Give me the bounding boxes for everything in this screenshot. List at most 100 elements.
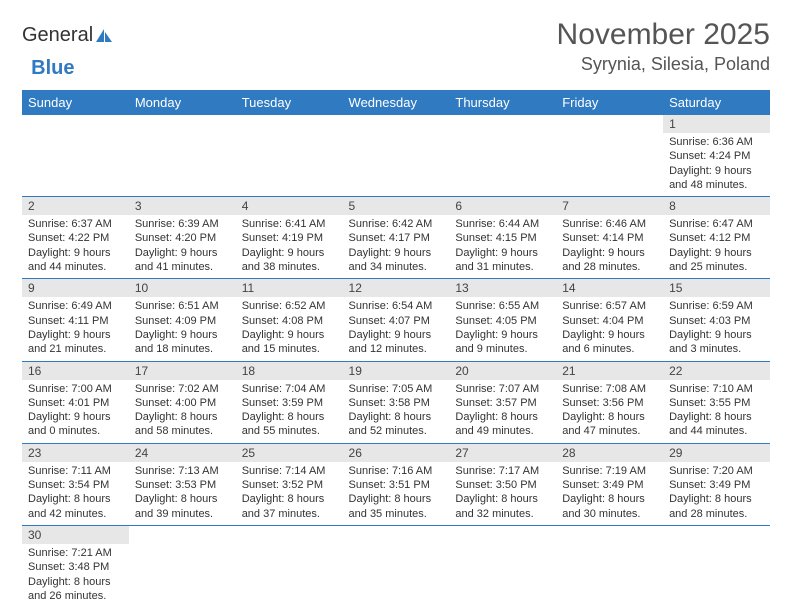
- day-cell: 7Sunrise: 6:46 AMSunset: 4:14 PMDaylight…: [556, 197, 663, 279]
- day-number: 17: [129, 362, 236, 380]
- day-body: Sunrise: 7:10 AMSunset: 3:55 PMDaylight:…: [663, 380, 770, 443]
- day-number: 21: [556, 362, 663, 380]
- day-cell: 4Sunrise: 6:41 AMSunset: 4:19 PMDaylight…: [236, 197, 343, 279]
- col-thu: Thursday: [449, 90, 556, 115]
- day-cell: 9Sunrise: 6:49 AMSunset: 4:11 PMDaylight…: [22, 279, 129, 361]
- day-body: Sunrise: 6:36 AMSunset: 4:24 PMDaylight:…: [663, 133, 770, 196]
- day-cell: 5Sunrise: 6:42 AMSunset: 4:17 PMDaylight…: [343, 197, 450, 279]
- table-row: 9Sunrise: 6:49 AMSunset: 4:11 PMDaylight…: [22, 279, 770, 361]
- day-body: Sunrise: 7:05 AMSunset: 3:58 PMDaylight:…: [343, 380, 450, 443]
- day-number: 28: [556, 444, 663, 462]
- day-body: Sunrise: 6:57 AMSunset: 4:04 PMDaylight:…: [556, 297, 663, 360]
- day-cell: [663, 525, 770, 607]
- day-body: Sunrise: 6:54 AMSunset: 4:07 PMDaylight:…: [343, 297, 450, 360]
- day-cell: [556, 115, 663, 197]
- day-body: Sunrise: 6:46 AMSunset: 4:14 PMDaylight:…: [556, 215, 663, 278]
- day-body: Sunrise: 7:07 AMSunset: 3:57 PMDaylight:…: [449, 380, 556, 443]
- day-cell: 3Sunrise: 6:39 AMSunset: 4:20 PMDaylight…: [129, 197, 236, 279]
- day-cell: [236, 115, 343, 197]
- day-number: 27: [449, 444, 556, 462]
- col-tue: Tuesday: [236, 90, 343, 115]
- day-number: 15: [663, 279, 770, 297]
- day-body: Sunrise: 6:37 AMSunset: 4:22 PMDaylight:…: [22, 215, 129, 278]
- logo-text-1: General: [22, 24, 93, 47]
- day-number: 13: [449, 279, 556, 297]
- day-cell: 12Sunrise: 6:54 AMSunset: 4:07 PMDayligh…: [343, 279, 450, 361]
- day-number: 24: [129, 444, 236, 462]
- col-sun: Sunday: [22, 90, 129, 115]
- day-cell: 20Sunrise: 7:07 AMSunset: 3:57 PMDayligh…: [449, 361, 556, 443]
- day-body: Sunrise: 7:04 AMSunset: 3:59 PMDaylight:…: [236, 380, 343, 443]
- day-body: Sunrise: 6:44 AMSunset: 4:15 PMDaylight:…: [449, 215, 556, 278]
- day-body: Sunrise: 7:14 AMSunset: 3:52 PMDaylight:…: [236, 462, 343, 525]
- day-cell: 14Sunrise: 6:57 AMSunset: 4:04 PMDayligh…: [556, 279, 663, 361]
- title-block: November 2025 Syrynia, Silesia, Poland: [557, 18, 770, 75]
- day-body: Sunrise: 6:41 AMSunset: 4:19 PMDaylight:…: [236, 215, 343, 278]
- day-cell: 15Sunrise: 6:59 AMSunset: 4:03 PMDayligh…: [663, 279, 770, 361]
- day-cell: [343, 525, 450, 607]
- day-number: 19: [343, 362, 450, 380]
- day-cell: 8Sunrise: 6:47 AMSunset: 4:12 PMDaylight…: [663, 197, 770, 279]
- day-body: Sunrise: 7:21 AMSunset: 3:48 PMDaylight:…: [22, 544, 129, 607]
- day-cell: [449, 525, 556, 607]
- day-number: 2: [22, 197, 129, 215]
- day-body: Sunrise: 7:17 AMSunset: 3:50 PMDaylight:…: [449, 462, 556, 525]
- day-body: Sunrise: 6:51 AMSunset: 4:09 PMDaylight:…: [129, 297, 236, 360]
- day-number: 16: [22, 362, 129, 380]
- day-body: Sunrise: 6:47 AMSunset: 4:12 PMDaylight:…: [663, 215, 770, 278]
- day-number: 25: [236, 444, 343, 462]
- table-row: 1Sunrise: 6:36 AMSunset: 4:24 PMDaylight…: [22, 115, 770, 197]
- day-number: 23: [22, 444, 129, 462]
- table-row: 2Sunrise: 6:37 AMSunset: 4:22 PMDaylight…: [22, 197, 770, 279]
- day-body: Sunrise: 7:20 AMSunset: 3:49 PMDaylight:…: [663, 462, 770, 525]
- day-cell: [236, 525, 343, 607]
- day-body: Sunrise: 6:49 AMSunset: 4:11 PMDaylight:…: [22, 297, 129, 360]
- day-cell: 6Sunrise: 6:44 AMSunset: 4:15 PMDaylight…: [449, 197, 556, 279]
- day-number: 26: [343, 444, 450, 462]
- day-body: Sunrise: 6:52 AMSunset: 4:08 PMDaylight:…: [236, 297, 343, 360]
- col-wed: Wednesday: [343, 90, 450, 115]
- day-body: Sunrise: 7:08 AMSunset: 3:56 PMDaylight:…: [556, 380, 663, 443]
- logo-text-2: Blue: [31, 57, 74, 80]
- day-cell: [449, 115, 556, 197]
- day-number: 11: [236, 279, 343, 297]
- day-cell: 26Sunrise: 7:16 AMSunset: 3:51 PMDayligh…: [343, 443, 450, 525]
- day-cell: 24Sunrise: 7:13 AMSunset: 3:53 PMDayligh…: [129, 443, 236, 525]
- calendar-table: Sunday Monday Tuesday Wednesday Thursday…: [22, 90, 770, 607]
- location: Syrynia, Silesia, Poland: [557, 54, 770, 75]
- day-cell: 10Sunrise: 6:51 AMSunset: 4:09 PMDayligh…: [129, 279, 236, 361]
- day-number: 5: [343, 197, 450, 215]
- day-cell: 16Sunrise: 7:00 AMSunset: 4:01 PMDayligh…: [22, 361, 129, 443]
- day-number: 9: [22, 279, 129, 297]
- day-header-row: Sunday Monday Tuesday Wednesday Thursday…: [22, 90, 770, 115]
- day-cell: 27Sunrise: 7:17 AMSunset: 3:50 PMDayligh…: [449, 443, 556, 525]
- day-number: 30: [22, 526, 129, 544]
- day-body: Sunrise: 7:19 AMSunset: 3:49 PMDaylight:…: [556, 462, 663, 525]
- day-number: 1: [663, 115, 770, 133]
- day-cell: 2Sunrise: 6:37 AMSunset: 4:22 PMDaylight…: [22, 197, 129, 279]
- day-body: Sunrise: 7:02 AMSunset: 4:00 PMDaylight:…: [129, 380, 236, 443]
- day-cell: 22Sunrise: 7:10 AMSunset: 3:55 PMDayligh…: [663, 361, 770, 443]
- day-cell: 17Sunrise: 7:02 AMSunset: 4:00 PMDayligh…: [129, 361, 236, 443]
- day-cell: 29Sunrise: 7:20 AMSunset: 3:49 PMDayligh…: [663, 443, 770, 525]
- day-cell: 1Sunrise: 6:36 AMSunset: 4:24 PMDaylight…: [663, 115, 770, 197]
- day-cell: [129, 115, 236, 197]
- day-cell: 13Sunrise: 6:55 AMSunset: 4:05 PMDayligh…: [449, 279, 556, 361]
- day-number: 10: [129, 279, 236, 297]
- day-cell: [556, 525, 663, 607]
- day-cell: [22, 115, 129, 197]
- table-row: 23Sunrise: 7:11 AMSunset: 3:54 PMDayligh…: [22, 443, 770, 525]
- day-cell: 21Sunrise: 7:08 AMSunset: 3:56 PMDayligh…: [556, 361, 663, 443]
- day-number: 8: [663, 197, 770, 215]
- day-body: Sunrise: 7:16 AMSunset: 3:51 PMDaylight:…: [343, 462, 450, 525]
- day-cell: 11Sunrise: 6:52 AMSunset: 4:08 PMDayligh…: [236, 279, 343, 361]
- day-body: Sunrise: 7:00 AMSunset: 4:01 PMDaylight:…: [22, 380, 129, 443]
- day-number: 4: [236, 197, 343, 215]
- day-number: 29: [663, 444, 770, 462]
- day-cell: [129, 525, 236, 607]
- day-number: 22: [663, 362, 770, 380]
- col-sat: Saturday: [663, 90, 770, 115]
- day-number: 20: [449, 362, 556, 380]
- day-body: Sunrise: 7:11 AMSunset: 3:54 PMDaylight:…: [22, 462, 129, 525]
- day-cell: 18Sunrise: 7:04 AMSunset: 3:59 PMDayligh…: [236, 361, 343, 443]
